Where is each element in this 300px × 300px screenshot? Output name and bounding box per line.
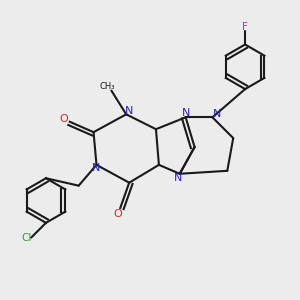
Text: CH₃: CH₃: [99, 82, 115, 91]
Text: N: N: [92, 164, 101, 173]
Text: N: N: [182, 108, 190, 118]
Text: N: N: [213, 109, 221, 119]
Text: O: O: [59, 114, 68, 124]
Text: N: N: [174, 173, 182, 183]
Text: O: O: [113, 209, 122, 219]
Text: N: N: [125, 106, 134, 116]
Text: F: F: [242, 22, 248, 32]
Text: Cl: Cl: [22, 233, 32, 243]
